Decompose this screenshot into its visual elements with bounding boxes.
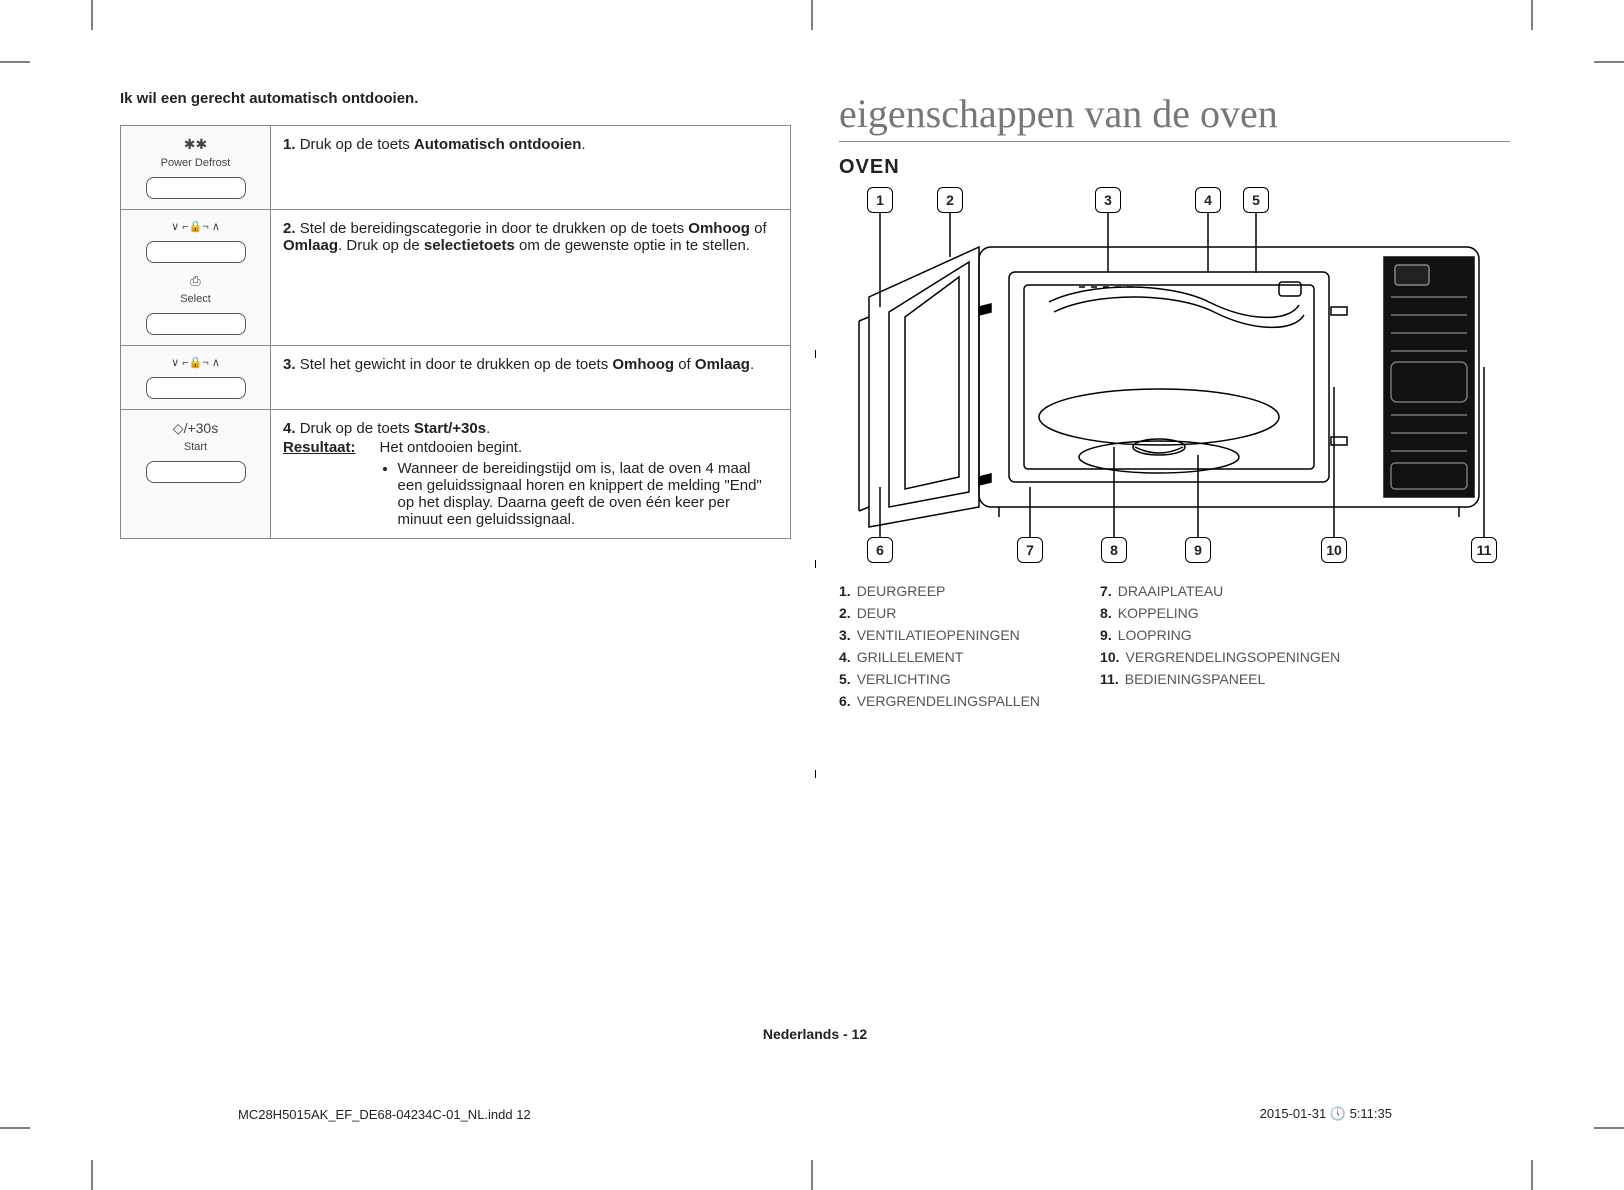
left-column: Ik wil een gerecht automatisch ontdooien…	[120, 90, 791, 715]
slug-timestamp: 2015-01-31 🕔 5:11:35	[1260, 1106, 1392, 1122]
step3-body: Stel het gewicht in door te drukken op d…	[300, 356, 754, 373]
parts-list: 1.DEURGREEP 2.DEUR 3.VENTILATIEOPENINGEN…	[839, 583, 1510, 715]
list-item: 7.DRAAIPLATEAU	[1100, 583, 1340, 599]
page-footer: Nederlands - 12	[120, 1026, 1510, 1042]
table-row: ◇/+30s Start 4. Druk op de toets Start/+…	[121, 410, 791, 539]
up-down-icon: ∨ ⌐🔒¬ ∧	[133, 356, 258, 399]
result-bullet: Wanneer de bereidingstijd om is, laat de…	[398, 460, 778, 528]
oven-subtitle: OVEN	[839, 156, 1510, 179]
power-defrost-icon: ✱✱ Power Defrost	[133, 136, 258, 199]
list-item: 11.BEDIENINGSPANEEL	[1100, 671, 1340, 687]
list-item: 1.DEURGREEP	[839, 583, 1040, 599]
steps-table: ✱✱ Power Defrost 1. Druk op de toets Aut…	[120, 125, 791, 539]
list-item: 6.VERGRENDELINGSPALLEN	[839, 693, 1040, 709]
step-text: 2. Stel de bereidingscategorie in door t…	[271, 210, 791, 346]
gutter-tick	[815, 770, 816, 778]
list-item: 2.DEUR	[839, 605, 1040, 621]
right-column: eigenschappen van de oven OVEN 1 2 3 4 5…	[839, 90, 1510, 715]
oven-schematic-icon	[839, 187, 1499, 567]
list-item: 4.GRILLELEMENT	[839, 649, 1040, 665]
step-text: 4. Druk op de toets Start/+30s. Resultaa…	[271, 410, 791, 539]
list-item: 9.LOOPRING	[1100, 627, 1340, 643]
step2-body: Stel de bereidingscategorie in door te d…	[283, 220, 767, 254]
left-heading: Ik wil een gerecht automatisch ontdooien…	[120, 90, 791, 107]
gutter-tick	[815, 560, 816, 568]
oven-diagram: 1 2 3 4 5 6 7 8 9 10 11	[839, 187, 1510, 567]
up-down-select-icon: ∨ ⌐🔒¬ ∧ ⎙ Select	[133, 220, 258, 335]
step-text: 1. Druk op de toets Automatisch ontdooie…	[271, 126, 791, 210]
list-item: 10.VERGRENDELINGSOPENINGEN	[1100, 649, 1340, 665]
page-title: eigenschappen van de oven	[839, 90, 1510, 142]
gutter-tick	[815, 350, 816, 358]
table-row: ∨ ⌐🔒¬ ∧ ⎙ Select 2. Stel de bereidingsca…	[121, 210, 791, 346]
parts-list-left: 1.DEURGREEP 2.DEUR 3.VENTILATIEOPENINGEN…	[839, 583, 1040, 715]
start-30s-icon: ◇/+30s Start	[133, 420, 258, 483]
slug-filename: MC28H5015AK_EF_DE68-04234C-01_NL.indd 12	[238, 1107, 531, 1122]
step-text: 3. Stel het gewicht in door te drukken o…	[271, 346, 791, 410]
list-item: 8.KOPPELING	[1100, 605, 1340, 621]
list-item: 5.VERLICHTING	[839, 671, 1040, 687]
parts-list-right: 7.DRAAIPLATEAU 8.KOPPELING 9.LOOPRING 10…	[1100, 583, 1340, 715]
table-row: ✱✱ Power Defrost 1. Druk op de toets Aut…	[121, 126, 791, 210]
result-label: Resultaat:	[283, 439, 356, 528]
list-item: 3.VENTILATIEOPENINGEN	[839, 627, 1040, 643]
table-row: ∨ ⌐🔒¬ ∧ 3. Stel het gewicht in door te d…	[121, 346, 791, 410]
